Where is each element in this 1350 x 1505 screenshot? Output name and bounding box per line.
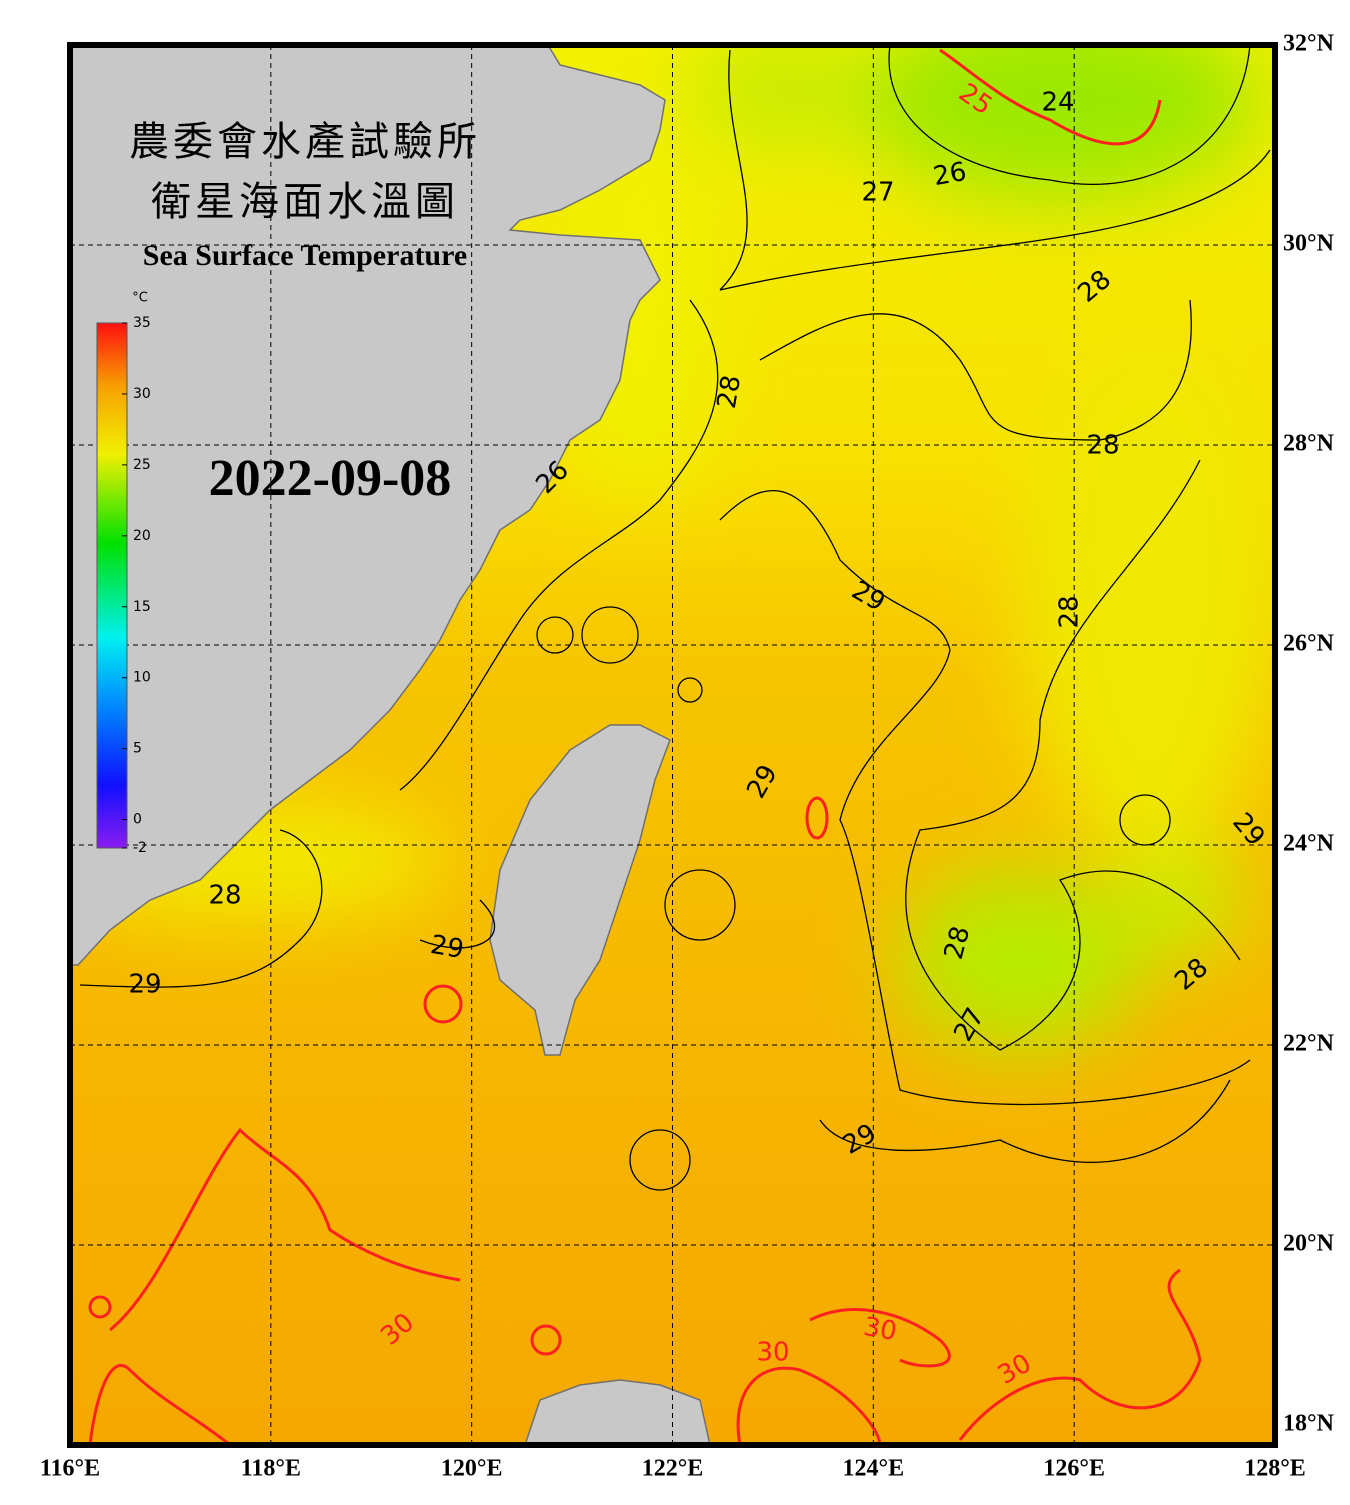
- colorbar-tick-label: 20: [133, 528, 151, 544]
- lat-tick-label: 20°N: [1283, 1231, 1335, 1257]
- lat-tick-label: 18°N: [1283, 1411, 1335, 1437]
- contour-label: 28: [712, 373, 747, 411]
- isotherms-30: [88, 48, 1202, 1445]
- colorbar: [96, 322, 128, 849]
- colorbar-tick-label: 5: [133, 741, 142, 757]
- isotherms: [79, 45, 1271, 1191]
- colorbar-tick-label: 35: [133, 315, 151, 331]
- title-zh-1: 農委會水產試驗所: [129, 119, 481, 165]
- contour-label: 24: [1041, 88, 1074, 118]
- date: 2022-09-08: [209, 450, 452, 507]
- china-coast: [70, 45, 666, 966]
- title-en: Sea Surface Temperature: [143, 239, 467, 272]
- lat-tick-label: 24°N: [1283, 831, 1335, 857]
- lat-tick-label: 30°N: [1283, 231, 1335, 257]
- graticule: [70, 45, 1275, 1445]
- lat-tick-label: 26°N: [1283, 631, 1335, 657]
- contour-label: 30: [756, 1338, 789, 1368]
- colorbar-tick-label: 15: [133, 599, 151, 615]
- lon-tick-label: 128°E: [1244, 1456, 1306, 1482]
- contour-label: 26: [931, 157, 969, 192]
- lon-tick-label: 122°E: [642, 1456, 704, 1482]
- lat-tick-label: 32°N: [1283, 31, 1335, 57]
- map-frame: [67, 42, 1278, 1448]
- contour-label: 29: [428, 930, 466, 965]
- lon-tick-label: 120°E: [441, 1456, 503, 1482]
- colorbar-unit: °C: [132, 291, 148, 306]
- lon-tick-label: 124°E: [843, 1456, 905, 1482]
- lon-tick-label: 118°E: [241, 1456, 301, 1482]
- luzon: [524, 1379, 711, 1445]
- lat-tick-label: 22°N: [1283, 1031, 1335, 1057]
- map-area: [70, 45, 1275, 1445]
- lon-tick-label: 126°E: [1043, 1456, 1105, 1482]
- contour-label: 27: [861, 178, 894, 208]
- contour-label: 29: [128, 970, 161, 1000]
- title-zh-2: 衛星海面水溫圖: [151, 179, 459, 225]
- colorbar-tick-label: -2: [133, 840, 147, 856]
- contour-label: 30: [861, 1312, 899, 1347]
- lat-tick-label: 28°N: [1283, 431, 1335, 457]
- contour-label: 28: [208, 881, 241, 911]
- colorbar-tick-label: 10: [133, 670, 151, 686]
- colorbar-tick-label: 0: [133, 812, 142, 828]
- contour-label: 28: [1086, 431, 1119, 461]
- lon-tick-label: 116°E: [40, 1456, 100, 1482]
- colorbar-tick-label: 25: [133, 457, 151, 473]
- taiwan: [489, 724, 671, 1056]
- contour-label: 28: [1055, 595, 1085, 628]
- colorbar-tick-label: 30: [133, 386, 151, 402]
